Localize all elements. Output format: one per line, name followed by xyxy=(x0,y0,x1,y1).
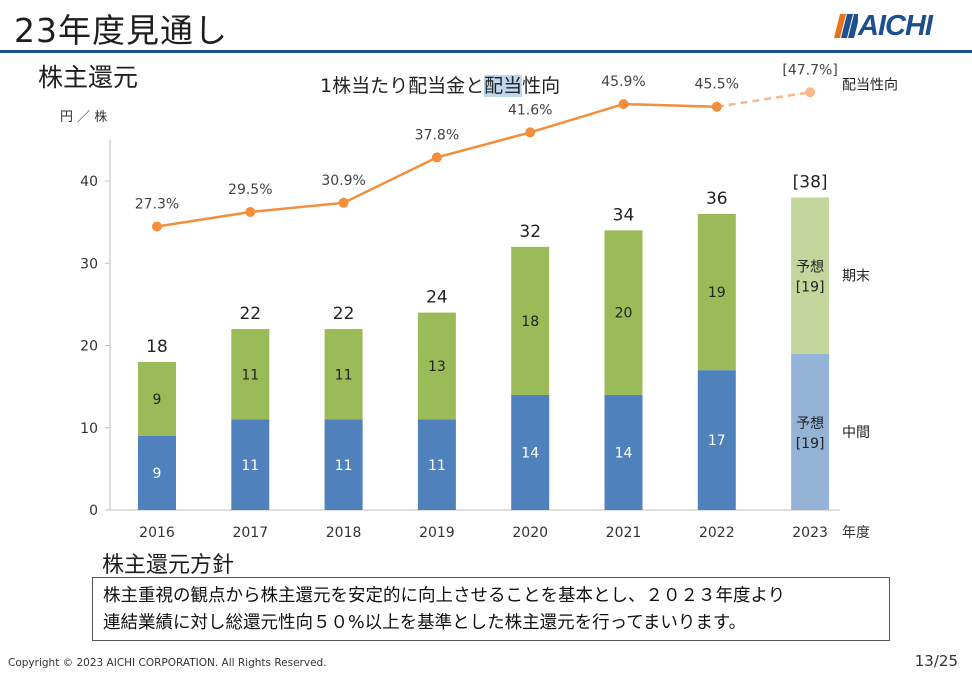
bar-interim xyxy=(604,394,643,510)
bar-year-end xyxy=(511,246,550,395)
payout-line-forecast xyxy=(716,91,811,108)
chart-title-part: 性向 xyxy=(522,75,561,97)
bar-value-label: 11 xyxy=(241,367,259,383)
title-divider xyxy=(0,50,972,53)
bar-value-label: 9 xyxy=(153,466,162,482)
payout-point xyxy=(805,87,816,98)
logo-stripes-icon xyxy=(834,14,858,38)
chart-title: 1株当たり配当金と配当性向 xyxy=(320,71,560,98)
logo-text: AICHI xyxy=(858,10,933,42)
policy-line: 株主重視の観点から株主還元を安定的に向上させることを基本とし、２０２３年度より xyxy=(103,586,786,606)
payout-point xyxy=(618,99,629,110)
bar-value-label: [19] xyxy=(796,280,825,296)
bar-total-label: [38] xyxy=(793,172,828,192)
bar-interim xyxy=(791,353,830,510)
bar-value-label: 9 xyxy=(153,392,162,408)
payout-label: 41.6% xyxy=(508,102,552,118)
bar-value-label: 11 xyxy=(241,458,259,474)
company-logo: AICHI xyxy=(828,8,958,44)
page-number: 13/25 xyxy=(914,652,958,670)
payout-point xyxy=(152,221,162,232)
bar-interim xyxy=(417,419,456,510)
payout-point xyxy=(711,101,722,112)
bar-value-label: 11 xyxy=(428,458,446,474)
y-tick-label: 40 xyxy=(80,174,98,190)
bar-value-label: 18 xyxy=(521,314,539,330)
bar-total-label: 32 xyxy=(519,222,541,242)
series-label-year-end: 期末 xyxy=(842,269,870,285)
payout-point xyxy=(338,197,349,208)
bar-value-label: 11 xyxy=(335,367,353,383)
bar-interim xyxy=(231,419,270,510)
bar-year-end xyxy=(324,329,363,420)
bar-value-label: 19 xyxy=(708,285,726,301)
page-title: 23年度見通し xyxy=(14,11,228,50)
chart-title-part: 1株当たり配当金と xyxy=(320,75,485,97)
x-tick-label: 2022 xyxy=(699,525,735,541)
y-tick-label: 10 xyxy=(80,421,98,437)
payout-point xyxy=(431,152,442,163)
x-tick-label: 2023 xyxy=(792,525,828,541)
bar-interim xyxy=(511,394,550,510)
payout-label: 37.8% xyxy=(415,127,459,143)
bar-interim xyxy=(697,370,736,510)
bar-year-end xyxy=(604,230,643,395)
x-tick-label: 2019 xyxy=(419,525,455,541)
series-label-interim: 中間 xyxy=(842,425,870,441)
payout-label: 45.5% xyxy=(695,77,739,93)
bar-value-label: 予想 xyxy=(796,260,824,276)
bar-total-label: 22 xyxy=(239,304,261,324)
payout-series-label: 配当性向 xyxy=(842,77,898,93)
bar-value-label: 17 xyxy=(708,433,726,449)
payout-label: 45.9% xyxy=(601,74,645,90)
x-tick-label: 2021 xyxy=(606,525,642,541)
bar-value-label: 予想 xyxy=(796,416,824,432)
bar-year-end xyxy=(138,361,176,436)
bar-total-label: 22 xyxy=(333,304,355,324)
bar-value-label: 20 xyxy=(615,306,633,322)
x-tick-label: 2017 xyxy=(232,525,268,541)
bar-value-label: [19] xyxy=(796,436,825,452)
policy-box: 株主重視の観点から株主還元を安定的に向上させることを基本とし、２０２３年度より … xyxy=(92,577,890,641)
bar-interim xyxy=(324,419,363,510)
bar-value-label: 14 xyxy=(615,445,633,461)
y-tick-label: 0 xyxy=(89,503,98,519)
bar-value-label: 13 xyxy=(428,359,446,375)
bar-year-end xyxy=(417,312,456,420)
chart-title-highlight: 配当 xyxy=(484,75,523,97)
y-axis-label: 円 ／ 株 xyxy=(60,110,107,125)
policy-line: 連結業績に対し総還元性向５０%以上を基準とした株主還元を行ってまいります。 xyxy=(103,613,747,633)
x-axis-label: 年度 xyxy=(842,525,870,541)
copyright: Copyright © 2023 AICHI CORPORATION. All … xyxy=(8,657,327,669)
bar-total-label: 24 xyxy=(426,288,448,308)
x-tick-label: 2020 xyxy=(512,525,548,541)
payout-label: 27.3% xyxy=(135,197,179,213)
y-tick-label: 30 xyxy=(80,256,98,272)
bar-total-label: 34 xyxy=(613,205,635,225)
payout-label: 29.5% xyxy=(228,182,272,198)
section-title: 株主還元 xyxy=(38,63,139,92)
bar-year-end xyxy=(231,329,270,420)
bar-value-label: 11 xyxy=(335,458,353,474)
x-tick-label: 2016 xyxy=(139,525,175,541)
bar-total-label: 36 xyxy=(706,189,728,209)
x-tick-label: 2018 xyxy=(326,525,362,541)
bar-interim xyxy=(138,435,176,510)
payout-point xyxy=(245,207,256,218)
payout-label: 30.9% xyxy=(321,173,365,189)
bar-value-label: 14 xyxy=(521,445,539,461)
y-tick-label: 20 xyxy=(80,339,98,355)
payout-label: [47.7%] xyxy=(782,62,837,78)
bar-year-end xyxy=(697,213,736,371)
policy-title: 株主還元方針 xyxy=(102,553,235,578)
payout-point xyxy=(525,127,536,138)
bar-total-label: 18 xyxy=(146,337,168,357)
bar-year-end xyxy=(791,197,830,354)
